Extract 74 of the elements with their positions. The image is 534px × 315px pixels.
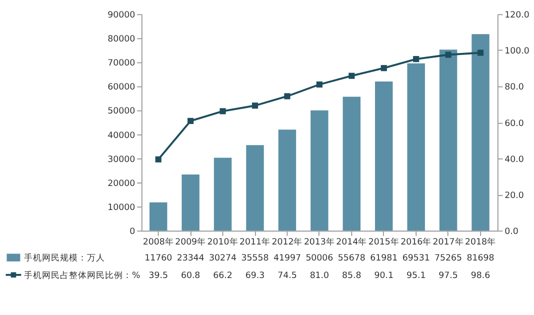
point bbox=[348, 72, 355, 79]
data-label: 95.1 bbox=[406, 270, 426, 281]
y-tick-label: 50000 bbox=[108, 106, 136, 117]
point bbox=[155, 156, 162, 162]
data-label: 97.5 bbox=[438, 270, 458, 281]
x-tick-label: 2017年 bbox=[432, 236, 464, 248]
data-label: 11760 bbox=[144, 253, 172, 264]
y-tick-label: 80000 bbox=[108, 34, 136, 45]
x-tick-label: 2008年 bbox=[142, 236, 174, 248]
y2-tick-label: 60.0 bbox=[504, 118, 524, 129]
data-label: 85.8 bbox=[342, 270, 362, 281]
y2-tick-label: 80.0 bbox=[504, 82, 524, 93]
data-label: 50006 bbox=[306, 253, 334, 264]
data-label: 90.1 bbox=[374, 270, 394, 281]
data-label: 98.6 bbox=[470, 270, 490, 281]
data-label: 69531 bbox=[402, 253, 430, 264]
x-tick-label: 2010年 bbox=[207, 236, 238, 248]
data-label: 39.5 bbox=[148, 270, 168, 281]
point bbox=[477, 50, 484, 56]
y-tick-label: 30000 bbox=[108, 154, 136, 165]
bar bbox=[472, 34, 490, 231]
y2-tick-label: 100.0 bbox=[504, 46, 530, 57]
point bbox=[413, 56, 420, 62]
y-tick-label: 60000 bbox=[108, 82, 136, 93]
legend-label: 手机网民占整体网民比例：% bbox=[24, 270, 140, 281]
data-label: 75265 bbox=[434, 253, 462, 264]
point bbox=[220, 108, 226, 114]
y2-tick-label: 120.0 bbox=[504, 10, 530, 21]
y-tick-label: 0 bbox=[130, 227, 136, 237]
bar bbox=[182, 174, 200, 231]
y2-tick-label: 20.0 bbox=[504, 190, 524, 201]
data-label: 41997 bbox=[273, 253, 301, 264]
data-label: 23344 bbox=[176, 253, 205, 264]
data-label: 35558 bbox=[241, 253, 269, 264]
data-label: 30274 bbox=[209, 253, 238, 264]
point bbox=[188, 118, 194, 124]
y-tick-label: 90000 bbox=[108, 10, 136, 21]
x-tick-label: 2011年 bbox=[240, 236, 271, 248]
point bbox=[252, 102, 258, 109]
point bbox=[316, 81, 322, 88]
bar bbox=[342, 96, 361, 231]
data-label: 61981 bbox=[370, 253, 398, 264]
bar bbox=[407, 63, 425, 231]
y-tick-label: 10000 bbox=[108, 202, 136, 213]
point bbox=[284, 93, 290, 100]
data-label: 60.8 bbox=[180, 270, 200, 281]
data-label: 81.0 bbox=[310, 270, 330, 281]
x-tick-label: 2009年 bbox=[175, 236, 206, 248]
bar bbox=[375, 82, 393, 231]
data-label: 74.5 bbox=[278, 270, 297, 281]
x-tick-label: 2014年 bbox=[336, 236, 368, 248]
bar bbox=[310, 110, 328, 231]
bar bbox=[214, 158, 232, 231]
bar bbox=[246, 145, 264, 231]
data-label: 81698 bbox=[466, 253, 494, 264]
legend-label: 手机网民规模：万人 bbox=[24, 252, 106, 264]
point bbox=[380, 65, 387, 72]
x-tick-label: 2015年 bbox=[368, 236, 400, 248]
data-label: 66.2 bbox=[213, 270, 232, 281]
y-tick-label: 40000 bbox=[108, 130, 136, 141]
bar bbox=[149, 202, 168, 231]
y2-tick-label: 40.0 bbox=[504, 154, 524, 165]
bar bbox=[278, 130, 296, 231]
x-tick-label: 2013年 bbox=[304, 236, 335, 248]
data-label: 69.3 bbox=[245, 270, 265, 281]
y-tick-label: 20000 bbox=[108, 178, 136, 189]
point bbox=[445, 52, 452, 58]
bar bbox=[439, 50, 458, 231]
y2-tick-label: 0.0 bbox=[504, 227, 518, 237]
y-tick-label: 70000 bbox=[108, 58, 136, 69]
x-tick-label: 2012年 bbox=[272, 236, 303, 248]
x-tick-label: 2016年 bbox=[400, 236, 432, 248]
data-label: 55678 bbox=[338, 253, 366, 264]
x-tick-label: 2018年 bbox=[465, 236, 496, 248]
